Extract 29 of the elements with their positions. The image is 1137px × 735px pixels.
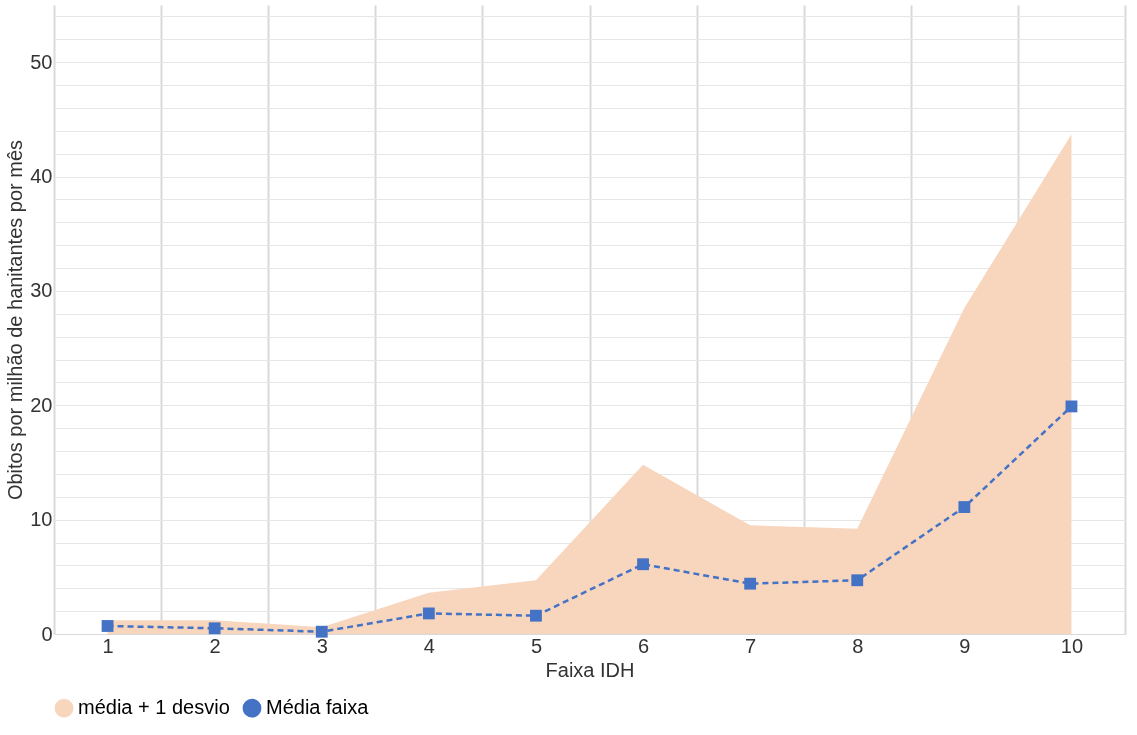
x-tick-label: 2	[209, 634, 221, 657]
x-tick-label: 10	[1060, 634, 1084, 657]
y-tick-label: 10	[30, 508, 53, 531]
point	[101, 620, 114, 632]
point	[208, 622, 221, 635]
point	[637, 558, 649, 571]
x-tick-label: 7	[745, 634, 757, 657]
x-tick-label: 4	[423, 634, 435, 657]
point	[530, 609, 542, 622]
y-tick-label: 50	[30, 50, 53, 73]
y-tick-label: 40	[30, 165, 53, 188]
legend-label: Média faixa	[266, 696, 370, 719]
point	[958, 501, 971, 513]
legend-label: média + 1 desvio	[78, 696, 230, 719]
y-tick-label: 30	[30, 279, 53, 302]
point	[744, 577, 757, 590]
x-tick-label: 9	[959, 634, 971, 657]
point	[315, 625, 328, 638]
x-tick-label: 8	[852, 634, 864, 657]
y-axis-title: Obitos por milhão de hanitantes por mês	[4, 139, 27, 501]
y-tick-label: 20	[30, 393, 53, 416]
y-tick-label: 0	[41, 622, 53, 645]
x-tick-label: 6	[637, 634, 650, 657]
x-axis-title: Faixa IDH	[545, 658, 635, 681]
x-tick-label: 3	[316, 634, 328, 657]
point	[851, 574, 864, 587]
x-tick-label: 1	[102, 634, 114, 657]
x-tick-label: 5	[530, 634, 543, 657]
point	[422, 607, 435, 620]
